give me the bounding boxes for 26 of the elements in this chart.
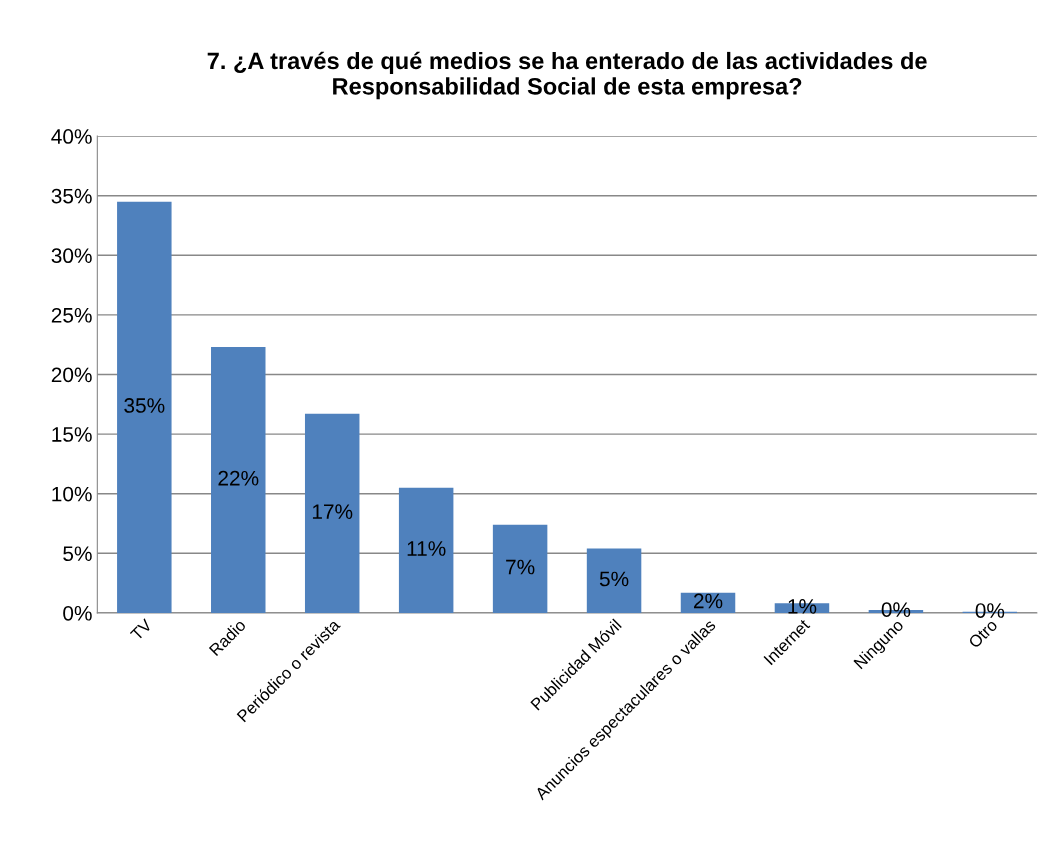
data-label: 17% (312, 504, 353, 519)
y-tick-label: 40% (51, 129, 92, 144)
data-label: 22% (218, 470, 259, 486)
bar (117, 201, 172, 613)
y-tick-label: 5% (63, 546, 92, 562)
y-tick-label: 30% (51, 248, 92, 264)
x-tick-label: TV (129, 618, 153, 642)
y-tick-label: 10% (52, 486, 92, 502)
x-tick-label: Otro (967, 618, 999, 649)
data-label: 5% (599, 571, 629, 587)
bar (398, 487, 454, 613)
data-label: 35% (124, 398, 165, 413)
bar (492, 524, 548, 613)
y-tick-label: 15% (52, 427, 92, 442)
y-tick-label: 0% (63, 605, 92, 621)
y-tick-label: 20% (51, 367, 92, 383)
data-label: 11% (407, 541, 446, 556)
data-label: 2% (694, 593, 723, 609)
bar (211, 347, 266, 613)
data-label: 1% (788, 599, 817, 614)
bar (586, 548, 642, 613)
y-tick-label: 25% (51, 307, 92, 323)
bar (304, 413, 360, 613)
data-label: 7% (506, 559, 535, 575)
y-tick-label: 35% (51, 188, 92, 204)
chart-title: 7. ¿A través de qué medios se ha enterado de las actividades de Responsabilidad Social de esta empresa? (207, 51, 927, 100)
